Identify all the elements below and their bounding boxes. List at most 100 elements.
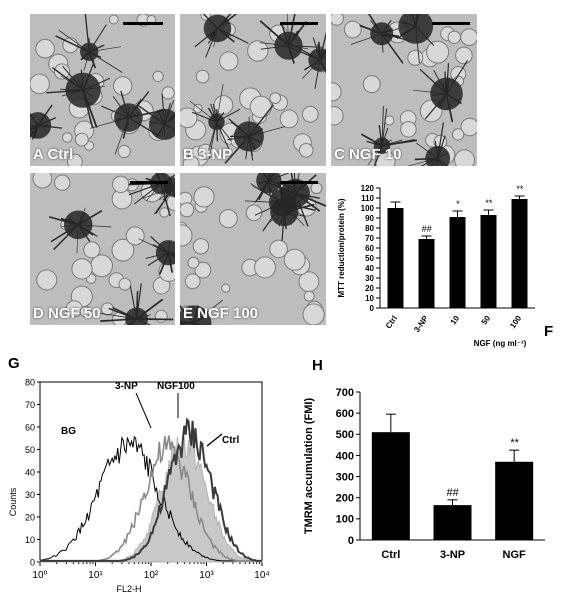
cell-cluster (256, 173, 282, 194)
x-category-label: 100 (508, 314, 523, 331)
scale-bar (280, 181, 318, 184)
cell-body (460, 28, 477, 46)
cell-body (36, 269, 58, 291)
figure-letter-g: G (8, 355, 20, 372)
cell-cluster (180, 305, 212, 325)
annotation-arrow (206, 433, 223, 447)
cell-body (161, 86, 175, 100)
x-axis-title: NGF (ng ml⁻¹) (474, 339, 527, 348)
y-tick-label: 60 (25, 423, 35, 433)
y-tick-label: 80 (25, 378, 35, 388)
y-tick-label: 600 (336, 408, 354, 420)
micrograph-ngf10: C NGF 10 (331, 14, 477, 166)
y-tick-label: 100 (361, 204, 375, 213)
cell-body (53, 63, 71, 80)
cell-body (283, 248, 306, 271)
cell-cluster (233, 121, 264, 152)
cell-body (90, 254, 113, 278)
panel-label-d: D NGF 50 (33, 305, 101, 322)
annotation-3np: 3-NP (115, 381, 138, 392)
cell-body (298, 143, 314, 158)
cell-body (384, 115, 395, 126)
cell-body (195, 69, 210, 84)
cell-body (187, 256, 200, 269)
cell-body (245, 204, 263, 222)
bar (480, 215, 497, 308)
cell-cluster (208, 113, 225, 131)
cell-body (218, 209, 238, 229)
y-tick-label: 0 (348, 535, 354, 547)
y-axis-title: Counts (8, 487, 18, 516)
cell-body (54, 174, 71, 191)
histogram-series (40, 417, 262, 562)
y-tick-label: 500 (336, 429, 354, 441)
x-category-label: Ctrl (384, 314, 399, 330)
y-tick-label: 20 (25, 513, 35, 523)
cell-body (451, 128, 465, 141)
bar (371, 432, 410, 540)
cell-body (407, 49, 424, 66)
cell-cluster (125, 307, 148, 325)
bar (495, 461, 534, 540)
y-tick-label: 30 (25, 490, 35, 500)
annotation-ctrl: Ctrl (222, 435, 239, 446)
significance-marker: ** (516, 184, 524, 194)
x-category-label: 3-NP (412, 313, 430, 334)
y-tick-label: 70 (365, 234, 374, 243)
x-category-label: 10 (449, 314, 462, 327)
bar (418, 239, 435, 308)
micrograph-3np: B 3-NP (180, 14, 326, 166)
y-tick-label: 700 (336, 387, 354, 399)
significance-marker: ** (510, 437, 519, 449)
cell-body (447, 30, 462, 44)
cell-body (331, 106, 344, 126)
cell-body (221, 283, 231, 293)
cell-body (182, 155, 200, 166)
cell-cluster (308, 48, 326, 72)
cell-body (74, 132, 89, 147)
cell-cluster (80, 42, 99, 61)
cell-body (301, 105, 319, 123)
bar (511, 199, 528, 308)
cell-body (269, 239, 288, 259)
cell-body (194, 261, 212, 279)
scale-bar (280, 22, 318, 25)
micrograph-ngf10-image (331, 14, 477, 166)
micrograph-ngf100: E NGF 100 (180, 173, 326, 325)
x-axis-title: FL2-H (116, 584, 141, 594)
y-axis-title: TMRM accumulation (FMI) (303, 398, 315, 535)
figure-letter-f: F (544, 323, 554, 340)
cell-body (247, 40, 269, 62)
histogram-series (39, 434, 263, 563)
bar (387, 208, 404, 308)
cell-body (35, 38, 55, 59)
panel-label-a: A Ctrl (33, 146, 74, 163)
significance-marker: ## (446, 487, 459, 499)
y-tick-label: 400 (336, 450, 354, 462)
annotation-bg: BG (61, 426, 76, 437)
cell-body (111, 238, 135, 262)
cell-body (343, 20, 362, 39)
cell-body (310, 182, 323, 195)
cell-body (331, 14, 344, 26)
cell-body (184, 273, 201, 290)
y-tick-label: 30 (365, 274, 374, 283)
cell-cluster (373, 137, 391, 154)
x-tick-label: 10⁰ (32, 570, 47, 581)
y-tick-label: 10 (365, 294, 374, 303)
cell-body (83, 241, 101, 259)
cell-body (400, 121, 417, 138)
cell-body (219, 51, 239, 71)
cell-cluster (155, 240, 175, 266)
y-tick-label: 100 (336, 514, 354, 526)
y-tick-label: 40 (365, 264, 374, 273)
cell-cluster (430, 77, 463, 111)
y-tick-label: 0 (30, 558, 35, 568)
cell-body (362, 75, 381, 94)
mtt-bar-chart: 0102030405060708090100110120Ctrl##3-NP*1… (337, 184, 535, 348)
cell-body (454, 149, 475, 166)
cell-body (460, 117, 477, 137)
annotation-arrow (135, 392, 152, 429)
y-tick-label: 60 (365, 244, 374, 253)
cell-body (193, 186, 215, 208)
